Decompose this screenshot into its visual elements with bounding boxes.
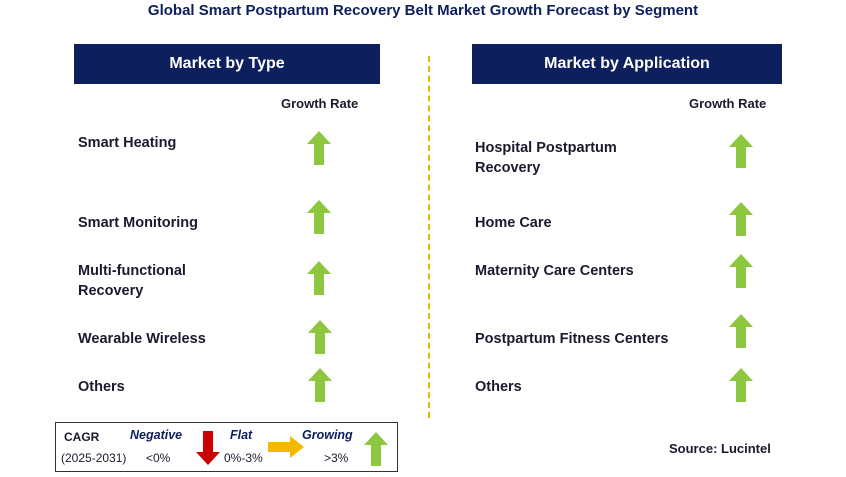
- up-arrow-icon: [729, 368, 753, 402]
- legend-growing-range: >3%: [324, 451, 349, 465]
- up-arrow-icon: [729, 314, 753, 348]
- application-growth-rate-label: Growth Rate: [689, 96, 767, 111]
- up-arrow-icon: [308, 320, 332, 354]
- up-arrow-icon: [307, 200, 331, 234]
- source-note: Source: Lucintel: [669, 441, 771, 456]
- up-arrow-icon: [729, 134, 753, 168]
- up-arrow-icon: [729, 202, 753, 236]
- up-arrow-icon: [308, 368, 332, 402]
- up-arrow-icon: [307, 131, 331, 165]
- legend-cagr-label: CAGR: [64, 430, 100, 444]
- type-growth-rate-label: Growth Rate: [281, 96, 359, 111]
- type-row-label: Others: [78, 379, 125, 395]
- legend-negative-label: Negative: [130, 428, 183, 442]
- legend-growing-label: Growing: [302, 428, 353, 442]
- down-arrow-icon: [196, 431, 220, 465]
- legend-negative-range: <0%: [146, 451, 171, 465]
- right-arrow-icon: [268, 436, 304, 458]
- panel-divider: [428, 56, 430, 418]
- chart-title: Global Smart Postpartum Recovery Belt Ma…: [147, 2, 699, 19]
- application-row-label: Hospital Postpartum Recovery: [475, 140, 617, 176]
- legend-period: (2025-2031): [61, 451, 127, 465]
- type-row-label: Smart Monitoring: [78, 215, 199, 231]
- legend-flat-range: 0%-3%: [224, 451, 263, 465]
- up-arrow-icon: [729, 254, 753, 288]
- cagr-legend: CAGR (2025-2031) Negative <0% Flat 0%-3%…: [55, 422, 398, 472]
- type-row-label: Smart Heating: [78, 135, 177, 151]
- type-row-label: Wearable Wireless: [78, 331, 206, 347]
- type-row-label: Multi-functional Recovery: [78, 263, 186, 299]
- up-arrow-icon: [364, 432, 388, 466]
- legend-flat-label: Flat: [230, 428, 253, 442]
- type-panel-header: Market by Type: [74, 44, 380, 84]
- application-row-label: Home Care: [475, 215, 552, 231]
- up-arrow-icon: [307, 261, 331, 295]
- application-row-label: Postpartum Fitness Centers: [475, 331, 669, 347]
- application-panel-header: Market by Application: [472, 44, 782, 84]
- application-row-label: Others: [475, 379, 522, 395]
- application-row-label: Maternity Care Centers: [475, 263, 634, 279]
